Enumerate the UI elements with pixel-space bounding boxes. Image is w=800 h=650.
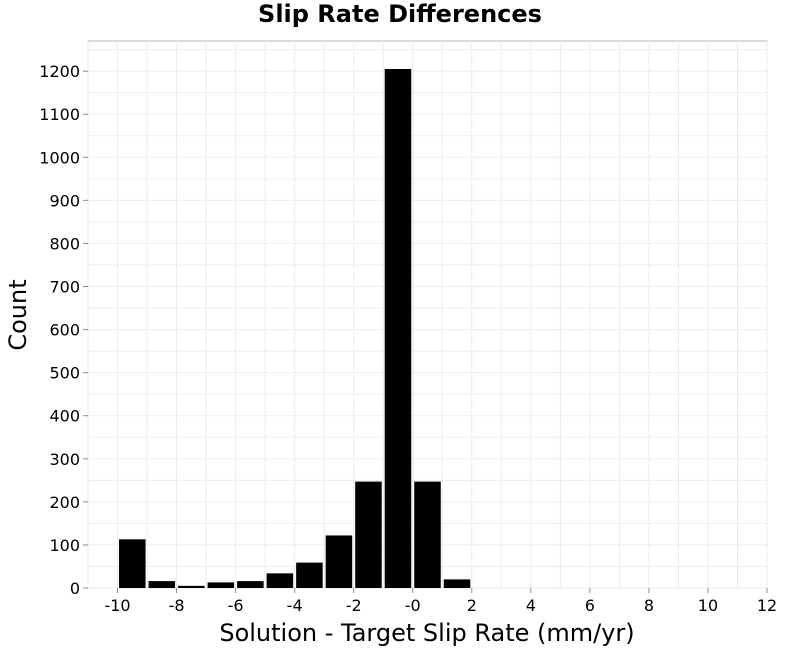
histogram-bar bbox=[178, 585, 205, 588]
x-tick-label: 6 bbox=[585, 596, 595, 615]
histogram-bar bbox=[325, 535, 353, 588]
histogram-bar bbox=[148, 581, 176, 588]
histogram-bar bbox=[414, 481, 441, 588]
x-tick-label: -2 bbox=[346, 596, 362, 615]
y-tick-label: 0 bbox=[70, 579, 80, 598]
bars bbox=[119, 68, 471, 588]
y-tick-label: 900 bbox=[49, 191, 80, 210]
x-grid-lines bbox=[87, 41, 768, 588]
x-tick-label: 8 bbox=[644, 596, 654, 615]
y-tick-label: 200 bbox=[49, 493, 80, 512]
x-axis-ticks: -10 -8 -6 -4 -2 -0 2 4 6 8 10 12 bbox=[104, 588, 777, 615]
histogram-bar bbox=[443, 579, 471, 588]
y-tick-label: 400 bbox=[49, 407, 80, 426]
histogram-bar bbox=[355, 481, 382, 588]
y-tick-label: 1100 bbox=[39, 105, 80, 124]
y-tick-label: 500 bbox=[49, 364, 80, 383]
y-tick-label: 300 bbox=[49, 450, 80, 469]
histogram-bar bbox=[296, 562, 323, 588]
x-tick-label: -8 bbox=[169, 596, 185, 615]
y-tick-label: 1000 bbox=[39, 148, 80, 167]
y-tick-label: 1200 bbox=[39, 62, 80, 81]
histogram-bar bbox=[119, 539, 146, 588]
y-tick-label: 100 bbox=[49, 536, 80, 555]
histogram-bar bbox=[207, 582, 235, 588]
y-axis-ticks: 0 100 200 300 400 500 600 700 800 900 1000 1100 1200 bbox=[39, 62, 88, 598]
y-tick-label: 700 bbox=[49, 278, 80, 297]
x-axis-label: Solution - Target Slip Rate (mm/yr) bbox=[219, 619, 634, 647]
histogram-bar bbox=[237, 581, 264, 588]
y-axis-label: Count bbox=[4, 279, 32, 350]
chart-title: Slip Rate Differences bbox=[258, 0, 542, 28]
histogram-bar bbox=[384, 68, 412, 588]
y-tick-label: 800 bbox=[49, 234, 80, 253]
y-tick-label: 600 bbox=[49, 321, 80, 340]
x-tick-label: -6 bbox=[228, 596, 244, 615]
x-tick-label: 4 bbox=[526, 596, 536, 615]
x-tick-label: 10 bbox=[698, 596, 718, 615]
x-tick-label: 2 bbox=[467, 596, 477, 615]
x-tick-label: -4 bbox=[287, 596, 303, 615]
x-tick-label: 12 bbox=[757, 596, 777, 615]
x-tick-label: -0 bbox=[405, 596, 421, 615]
histogram-bar bbox=[266, 573, 294, 588]
x-tick-label: -10 bbox=[104, 596, 130, 615]
